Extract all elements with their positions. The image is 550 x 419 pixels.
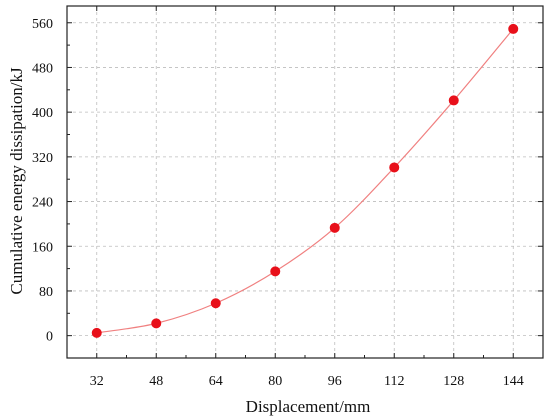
data-point	[448, 95, 459, 106]
y-axis-title: Cumulative energy dissipation/kJ	[7, 67, 26, 295]
x-tick-label: 128	[443, 374, 464, 389]
x-tick-label: 96	[328, 374, 342, 389]
data-point	[151, 318, 162, 329]
x-axis-title: Displacement/mm	[246, 397, 371, 416]
x-tick-label: 48	[149, 374, 163, 389]
data-point	[508, 23, 519, 34]
data-point	[389, 162, 400, 173]
x-tick-label: 80	[268, 374, 282, 389]
y-tick-label: 480	[32, 61, 53, 76]
data-point	[329, 222, 340, 233]
y-tick-label: 560	[32, 17, 53, 32]
y-tick-label: 240	[32, 196, 53, 211]
series-line	[96, 28, 514, 334]
data-point	[210, 298, 221, 309]
x-tick-label: 112	[384, 374, 404, 389]
x-axis: 32 48 64 80 96 112 128 144	[90, 6, 524, 389]
y-axis: 0 80 160 240 320 400 480 560	[32, 17, 543, 345]
y-tick-label: 160	[32, 240, 53, 255]
data-point	[91, 327, 102, 338]
x-tick-label: 32	[90, 374, 104, 389]
plot-frame	[66, 5, 544, 359]
x-tick-label: 64	[209, 374, 223, 389]
y-tick-label: 80	[39, 285, 53, 300]
y-tick-label: 400	[32, 106, 53, 121]
grid-lines	[67, 6, 543, 358]
x-tick-label: 144	[503, 374, 524, 389]
series-layer	[91, 23, 519, 338]
y-tick-label: 320	[32, 151, 53, 166]
y-tick-label: 0	[46, 330, 53, 345]
data-point	[270, 266, 281, 277]
